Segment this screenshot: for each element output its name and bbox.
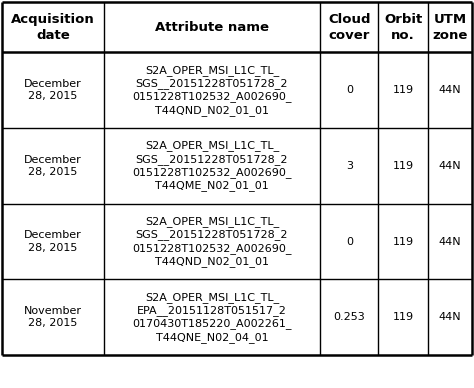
Text: 0: 0 (346, 85, 353, 95)
Text: 3: 3 (346, 161, 353, 171)
Text: 44N: 44N (438, 237, 461, 246)
Text: November
28, 2015: November 28, 2015 (24, 306, 82, 328)
Text: December
28, 2015: December 28, 2015 (24, 230, 82, 253)
Text: UTM
zone: UTM zone (432, 13, 468, 42)
Text: S2A_OPER_MSI_L1C_TL_
SGS__20151228T051728_2
0151228T102532_A002690_
T44QME_N02_0: S2A_OPER_MSI_L1C_TL_ SGS__20151228T05172… (132, 140, 292, 191)
Text: Attribute name: Attribute name (155, 21, 269, 34)
Text: 119: 119 (392, 85, 414, 95)
Text: 119: 119 (392, 161, 414, 171)
Text: S2A_OPER_MSI_L1C_TL_
SGS__20151228T051728_2
0151228T102532_A002690_
T44QND_N02_0: S2A_OPER_MSI_L1C_TL_ SGS__20151228T05172… (132, 65, 292, 116)
Text: 44N: 44N (438, 85, 461, 95)
Text: S2A_OPER_MSI_L1C_TL_
EPA__20151128T051517_2
0170430T185220_A002261_
T44QNE_N02_0: S2A_OPER_MSI_L1C_TL_ EPA__20151128T05151… (132, 292, 292, 343)
Text: S2A_OPER_MSI_L1C_TL_
SGS__20151228T051728_2
0151228T102532_A002690_
T44QND_N02_0: S2A_OPER_MSI_L1C_TL_ SGS__20151228T05172… (132, 216, 292, 267)
Text: 44N: 44N (438, 161, 461, 171)
Text: 119: 119 (392, 312, 414, 322)
Text: 0.253: 0.253 (333, 312, 365, 322)
Text: Cloud
cover: Cloud cover (328, 13, 371, 42)
Text: December
28, 2015: December 28, 2015 (24, 79, 82, 101)
Text: Orbit
no.: Orbit no. (384, 13, 422, 42)
Text: 44N: 44N (438, 312, 461, 322)
Text: 0: 0 (346, 237, 353, 246)
Text: 119: 119 (392, 237, 414, 246)
Text: December
28, 2015: December 28, 2015 (24, 155, 82, 177)
Text: Acquisition
date: Acquisition date (11, 13, 95, 42)
